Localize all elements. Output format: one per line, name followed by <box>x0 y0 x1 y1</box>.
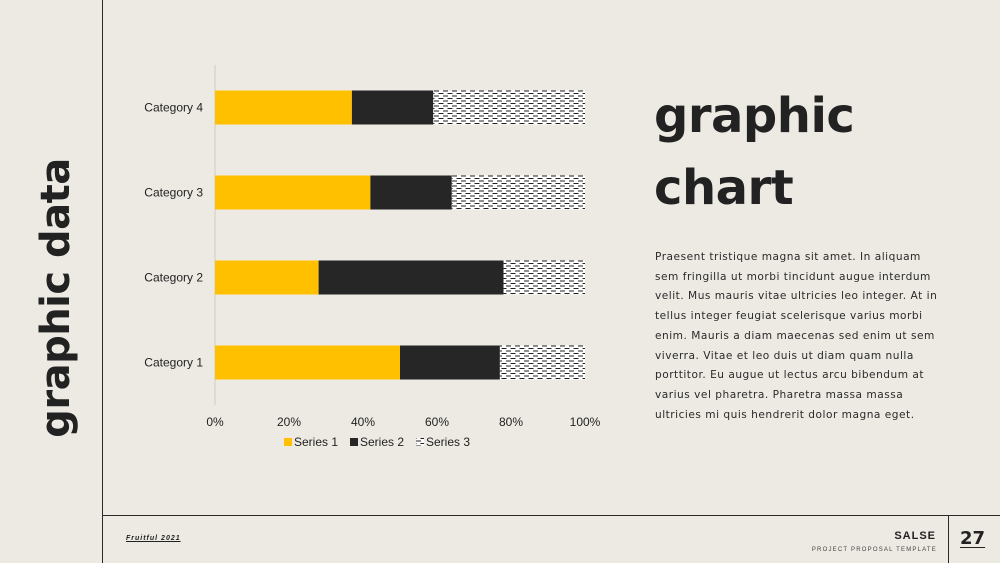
footer-year-label: Fruitful 2021 <box>126 535 181 542</box>
main-title: graphic chart <box>654 80 954 224</box>
bar-series-3-category-3 <box>451 175 585 210</box>
bar-series-1-category-3 <box>215 175 371 210</box>
category-label: Category 4 <box>144 101 203 115</box>
category-label: Category 1 <box>144 356 203 370</box>
bar-series-2-category-4 <box>351 90 434 125</box>
category-label: Category 3 <box>144 186 203 200</box>
legend-label: Series 3 <box>426 435 470 449</box>
main-title-line2: chart <box>654 160 794 216</box>
category-label: Category 2 <box>144 271 203 285</box>
bar-series-2-category-3 <box>370 175 452 210</box>
legend-swatch <box>416 438 424 446</box>
brand-name: SALSE <box>894 530 936 542</box>
legend-label: Series 1 <box>294 435 338 449</box>
brand-tagline: PROJECT PROPOSAL TEMPLATE <box>811 547 937 553</box>
bar-series-3-category-1 <box>499 345 585 380</box>
x-tick-label: 100% <box>570 415 601 429</box>
legend-swatch <box>284 438 292 446</box>
bar-series-2-category-2 <box>318 260 504 295</box>
vertical-divider <box>102 0 103 563</box>
page-number: 27 <box>960 528 986 549</box>
x-tick-label: 20% <box>277 415 301 429</box>
body-paragraph: Praesent tristique magna sit amet. In al… <box>655 251 938 421</box>
x-tick-label: 0% <box>206 415 224 429</box>
stacked-bar-chart: Category 1 Category 2 Category 3 Category 4… <box>144 65 601 449</box>
bar-series-1-category-2 <box>215 260 319 295</box>
side-title: graphic data <box>33 158 79 438</box>
bar-series-1-category-1 <box>215 345 400 380</box>
x-tick-label: 60% <box>425 415 449 429</box>
legend-label: Series 2 <box>360 435 404 449</box>
bar-series-1-category-4 <box>215 90 352 125</box>
x-tick-label: 40% <box>351 415 375 429</box>
bar-series-3-category-2 <box>503 260 585 295</box>
bar-series-3-category-4 <box>433 90 585 125</box>
legend-swatch <box>350 438 358 446</box>
footer-divider <box>102 515 1000 516</box>
x-tick-label: 80% <box>499 415 523 429</box>
bar-series-2-category-1 <box>400 345 500 380</box>
page-number-divider <box>948 515 949 563</box>
main-title-line1: graphic <box>654 88 855 144</box>
